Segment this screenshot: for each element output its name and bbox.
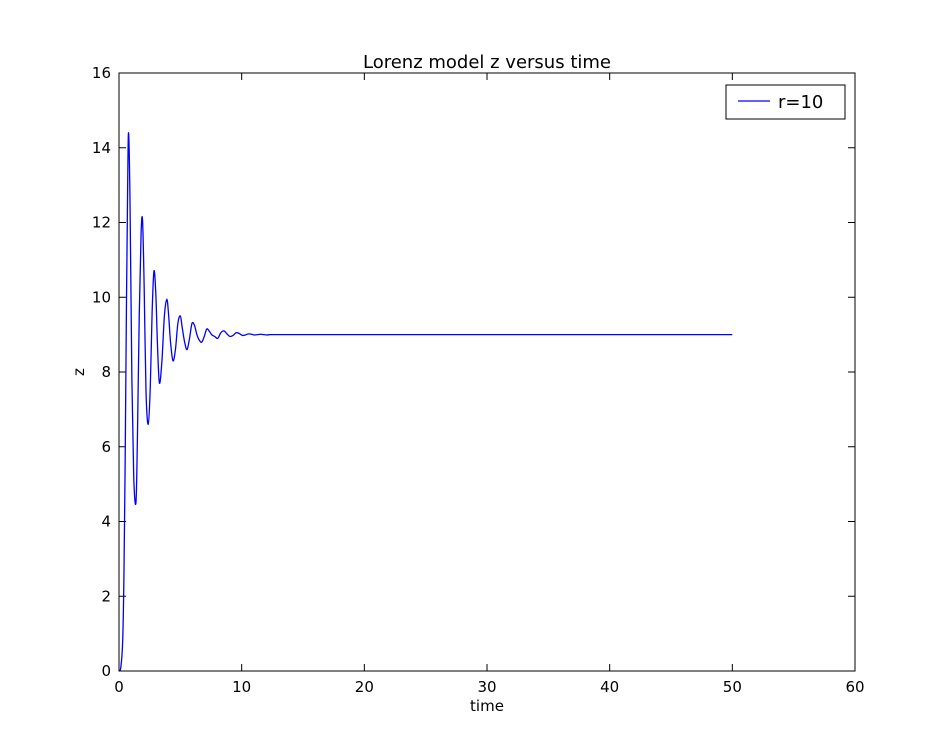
x-tick-label: 20 — [355, 678, 374, 696]
legend-label: r=10 — [778, 92, 823, 113]
y-tick-label: 12 — [92, 214, 111, 232]
y-tick-label: 14 — [92, 139, 111, 157]
x-tick-label: 50 — [723, 678, 742, 696]
x-axis-ticks: 0 10 20 30 40 50 60 — [114, 73, 865, 696]
y-tick-label: 2 — [101, 587, 111, 605]
y-tick-label: 6 — [101, 438, 111, 456]
legend-box — [725, 84, 846, 120]
x-tick-label: 40 — [600, 678, 619, 696]
x-axis-label: time — [470, 697, 504, 715]
chart-title: Lorenz model z versus time — [363, 52, 611, 73]
plot-frame — [118, 72, 856, 672]
y-tick-label: 4 — [101, 513, 111, 531]
y-axis-label: z — [70, 368, 88, 376]
y-tick-label: 0 — [101, 662, 111, 680]
y-tick-label: 16 — [92, 64, 111, 82]
x-tick-label: 10 — [232, 678, 251, 696]
series-line-r10 — [119, 132, 733, 671]
y-axis-ticks: 0 2 4 6 8 10 12 14 16 — [92, 64, 855, 680]
x-tick-label: 30 — [477, 678, 496, 696]
x-tick-label: 60 — [845, 678, 864, 696]
y-tick-label: 10 — [92, 288, 111, 306]
legend: r=10 — [725, 84, 846, 120]
y-tick-label: 8 — [101, 363, 111, 381]
x-tick-label: 0 — [114, 678, 124, 696]
